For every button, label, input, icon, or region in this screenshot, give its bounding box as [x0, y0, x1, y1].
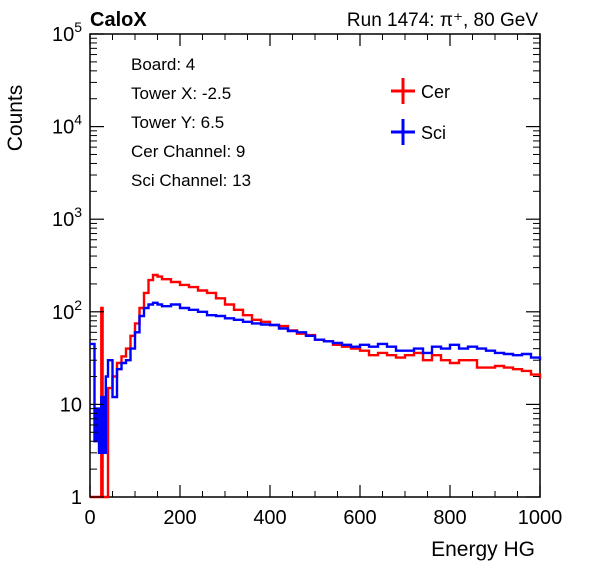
y-tick-label: 1	[71, 487, 82, 509]
legend-cer-label: Cer	[421, 82, 450, 102]
y-tick-label: 10	[60, 394, 82, 416]
legend-sci-label: Sci	[421, 123, 446, 143]
y-axis-title: Counts	[4, 85, 27, 152]
legend: Cer Sci	[391, 78, 450, 145]
x-tick-label: 200	[163, 507, 196, 529]
axis-ticks: 0 200 400 600 800 1000 1 10 102 103 104 105	[52, 19, 562, 529]
y-tick-label: 103	[52, 204, 82, 231]
y-tick-label: 102	[52, 297, 82, 324]
info-line-tower-y: Tower Y: 6.5	[131, 113, 224, 132]
series-layer	[90, 273, 542, 499]
experiment-label: CaloX	[90, 9, 147, 31]
info-line-cer-channel: Cer Channel: 9	[131, 142, 245, 161]
run-label: Run 1474: π⁺, 80 GeV	[347, 10, 538, 31]
plot-frame	[89, 33, 541, 498]
y-tick-label: 105	[52, 19, 82, 46]
x-axis-title: Energy HG	[431, 538, 535, 561]
info-line-sci-channel: Sci Channel: 13	[131, 171, 251, 190]
series-line-cer	[90, 273, 542, 499]
x-tick-label: 800	[433, 507, 466, 529]
series-line-sci	[90, 301, 542, 454]
y-tick-label: 104	[52, 112, 82, 139]
info-box: Board: 4 Tower X: -2.5 Tower Y: 6.5 Cer …	[131, 55, 251, 190]
x-tick-label: 600	[343, 507, 376, 529]
x-tick-label: 0	[84, 507, 95, 529]
x-tick-label: 400	[253, 507, 286, 529]
plot-border	[89, 33, 541, 498]
info-line-board: Board: 4	[131, 55, 195, 74]
info-line-tower-x: Tower X: -2.5	[131, 84, 231, 103]
x-tick-label: 1000	[518, 507, 563, 529]
